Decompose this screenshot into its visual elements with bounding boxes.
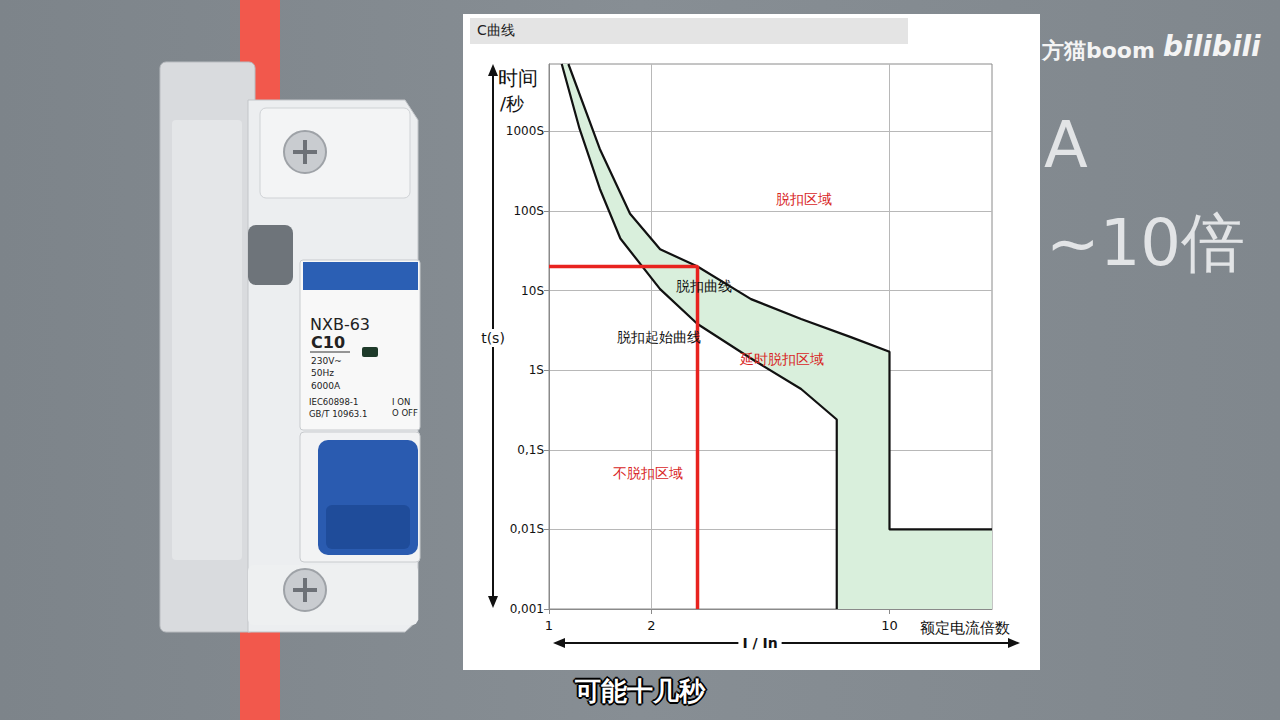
svg-text:10S: 10S bbox=[521, 284, 544, 298]
svg-text:脱扣区域: 脱扣区域 bbox=[776, 191, 832, 207]
svg-text:2: 2 bbox=[647, 618, 655, 633]
html-text:可能十几秒: 可能十几秒 bbox=[575, 676, 705, 706]
svg-text:额定电流倍数: 额定电流倍数 bbox=[920, 619, 1010, 637]
svg-text:100S: 100S bbox=[513, 204, 544, 218]
svg-text:GB/T 10963.1: GB/T 10963.1 bbox=[309, 409, 367, 419]
html-text:方猫boom bilibili: 方猫boom bilibili bbox=[1042, 30, 1261, 63]
svg-text:NXB-63: NXB-63 bbox=[310, 315, 370, 334]
html-text:A: A bbox=[1044, 108, 1088, 182]
svg-text:I ON: I ON bbox=[392, 397, 410, 407]
svg-text:不脱扣区域: 不脱扣区域 bbox=[613, 465, 683, 481]
svg-text:50Hz: 50Hz bbox=[311, 368, 334, 378]
svg-text:t(s): t(s) bbox=[481, 330, 505, 346]
svg-text:230V~: 230V~ bbox=[311, 356, 342, 366]
svg-text:1000S: 1000S bbox=[506, 124, 544, 138]
svg-text:1: 1 bbox=[545, 618, 553, 633]
html-text:~10倍: ~10倍 bbox=[1046, 206, 1246, 280]
svg-text:IEC60898-1: IEC60898-1 bbox=[309, 397, 358, 407]
svg-text:脱扣起始曲线: 脱扣起始曲线 bbox=[617, 329, 701, 345]
svg-text:脱扣曲线: 脱扣曲线 bbox=[676, 278, 732, 294]
svg-text:0,1S: 0,1S bbox=[517, 443, 544, 457]
svg-text:6000A: 6000A bbox=[311, 381, 341, 391]
svg-text:I / In: I / In bbox=[742, 635, 777, 651]
svg-text:10: 10 bbox=[881, 618, 898, 633]
svg-text:0,001: 0,001 bbox=[510, 602, 544, 616]
svg-text:时间: 时间 bbox=[498, 66, 538, 90]
svg-text:C10: C10 bbox=[311, 333, 345, 352]
svg-text:C曲线: C曲线 bbox=[477, 22, 515, 38]
svg-text:延时脱扣区域: 延时脱扣区域 bbox=[739, 351, 824, 367]
svg-text:0,01S: 0,01S bbox=[510, 522, 544, 536]
svg-text:O OFF: O OFF bbox=[392, 408, 418, 418]
svg-text:/秒: /秒 bbox=[500, 93, 524, 114]
svg-text:1S: 1S bbox=[529, 363, 544, 377]
